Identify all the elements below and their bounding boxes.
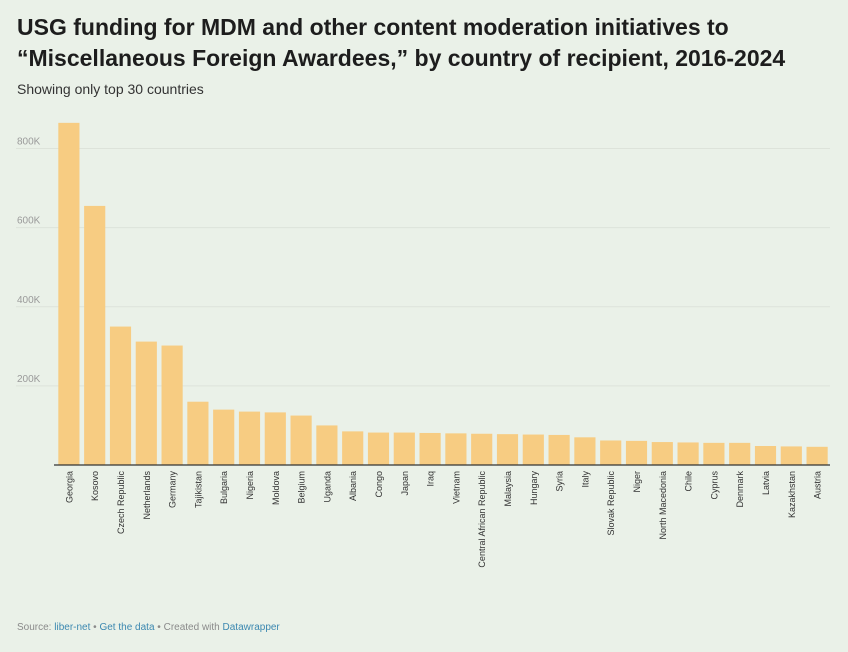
footer: Source: liber-net • Get the data • Creat… — [17, 622, 280, 633]
x-tick-label: Bulgaria — [219, 471, 229, 504]
y-tick-label: 800K — [17, 137, 41, 148]
source-label: Source: — [17, 622, 52, 633]
source-link[interactable]: liber-net — [54, 622, 91, 633]
gridlines: 200K 400K 600K 800K — [16, 137, 830, 387]
x-tick-label: Chile — [684, 471, 694, 492]
x-tick-label: Slovak Republic — [606, 471, 616, 536]
bar-japan[interactable] — [393, 432, 415, 465]
bar-congo[interactable] — [367, 432, 390, 465]
x-tick-label: Austria — [813, 471, 823, 499]
x-tick-label: Malaysia — [503, 471, 513, 507]
bar-cyprus[interactable] — [703, 442, 725, 465]
x-tick-label: Cyprus — [709, 471, 719, 500]
bar-malaysia[interactable] — [496, 434, 519, 465]
x-tick-label: Moldova — [271, 471, 281, 505]
x-tick-label: Denmark — [735, 471, 745, 508]
bar-germany[interactable] — [161, 345, 183, 465]
category-labels: Georgia Kosovo Czech Republic Netherlands Ge… — [64, 471, 822, 568]
bar-kosovo[interactable] — [84, 205, 106, 465]
bars — [54, 122, 830, 466]
x-tick-label: Nigeria — [245, 471, 255, 500]
x-tick-label: Albania — [348, 471, 358, 501]
x-tick-label: Kosovo — [90, 471, 100, 501]
bar-bulgaria[interactable] — [213, 409, 235, 465]
x-tick-label: Hungary — [529, 471, 539, 506]
x-tick-label: Congo — [374, 471, 384, 498]
bar-iraq[interactable] — [419, 432, 441, 465]
chart-title: USG funding for MDM and other content mo… — [17, 12, 837, 74]
bar-czech-republic[interactable] — [109, 326, 132, 465]
bar-north-macedonia[interactable] — [651, 442, 673, 465]
bar-tajikistan[interactable] — [187, 401, 209, 465]
x-tick-label: Czech Republic — [116, 471, 126, 535]
y-tick-label: 400K — [17, 295, 41, 306]
chart-title-line-1: USG funding for MDM and other content mo… — [17, 14, 729, 40]
x-tick-label: Kazakhstan — [787, 471, 797, 518]
x-tick-label: Belgium — [297, 471, 307, 504]
bar-hungary[interactable] — [522, 434, 544, 465]
x-tick-label: Syria — [555, 471, 565, 492]
x-tick-label: North Macedonia — [658, 471, 668, 540]
bar-slovak-republic[interactable] — [600, 440, 622, 465]
chart-title-line-2: “Miscellaneous Foreign Awardees,” by cou… — [17, 45, 786, 71]
datawrapper-link[interactable]: Datawrapper — [222, 622, 280, 633]
x-tick-label: Japan — [400, 471, 410, 496]
bar-chile[interactable] — [677, 442, 699, 465]
bar-italy[interactable] — [574, 437, 596, 465]
bar-austria[interactable] — [806, 446, 828, 465]
y-tick-label: 200K — [17, 374, 41, 385]
get-data-link[interactable]: Get the data — [99, 622, 155, 633]
bar-netherlands[interactable] — [135, 341, 157, 465]
x-tick-label: Georgia — [64, 471, 74, 503]
x-tick-label: Tajikistan — [193, 471, 203, 508]
bar-nigeria[interactable] — [238, 411, 261, 465]
bar-vietnam[interactable] — [445, 433, 467, 465]
created-with-label: Created with — [163, 622, 220, 633]
separator-1: • — [93, 622, 97, 633]
x-tick-label: Vietnam — [451, 471, 461, 504]
bar-belgium[interactable] — [290, 415, 312, 465]
x-tick-label: Iraq — [426, 471, 436, 487]
bar-kazakhstan[interactable] — [780, 446, 802, 465]
x-tick-label: Netherlands — [142, 471, 152, 520]
bar-latvia[interactable] — [754, 446, 777, 465]
bar-moldova[interactable] — [264, 412, 286, 465]
x-tick-label: Central African Republic — [477, 471, 487, 568]
bar-niger[interactable] — [625, 440, 648, 465]
x-tick-label: Germany — [168, 471, 178, 509]
x-tick-label: Latvia — [761, 471, 771, 495]
x-tick-label: Italy — [580, 471, 590, 488]
bar-central-african-republic[interactable] — [471, 433, 493, 465]
bar-georgia[interactable] — [58, 122, 80, 465]
x-tick-label: Niger — [632, 471, 642, 493]
bar-denmark[interactable] — [729, 442, 751, 465]
chart-subtitle: Showing only top 30 countries — [17, 81, 204, 97]
separator-2: • — [157, 622, 161, 633]
x-tick-label: Uganda — [322, 471, 332, 503]
bar-syria[interactable] — [548, 434, 570, 465]
y-tick-label: 600K — [17, 216, 41, 227]
bar-uganda[interactable] — [316, 425, 338, 465]
bar-albania[interactable] — [342, 431, 364, 465]
